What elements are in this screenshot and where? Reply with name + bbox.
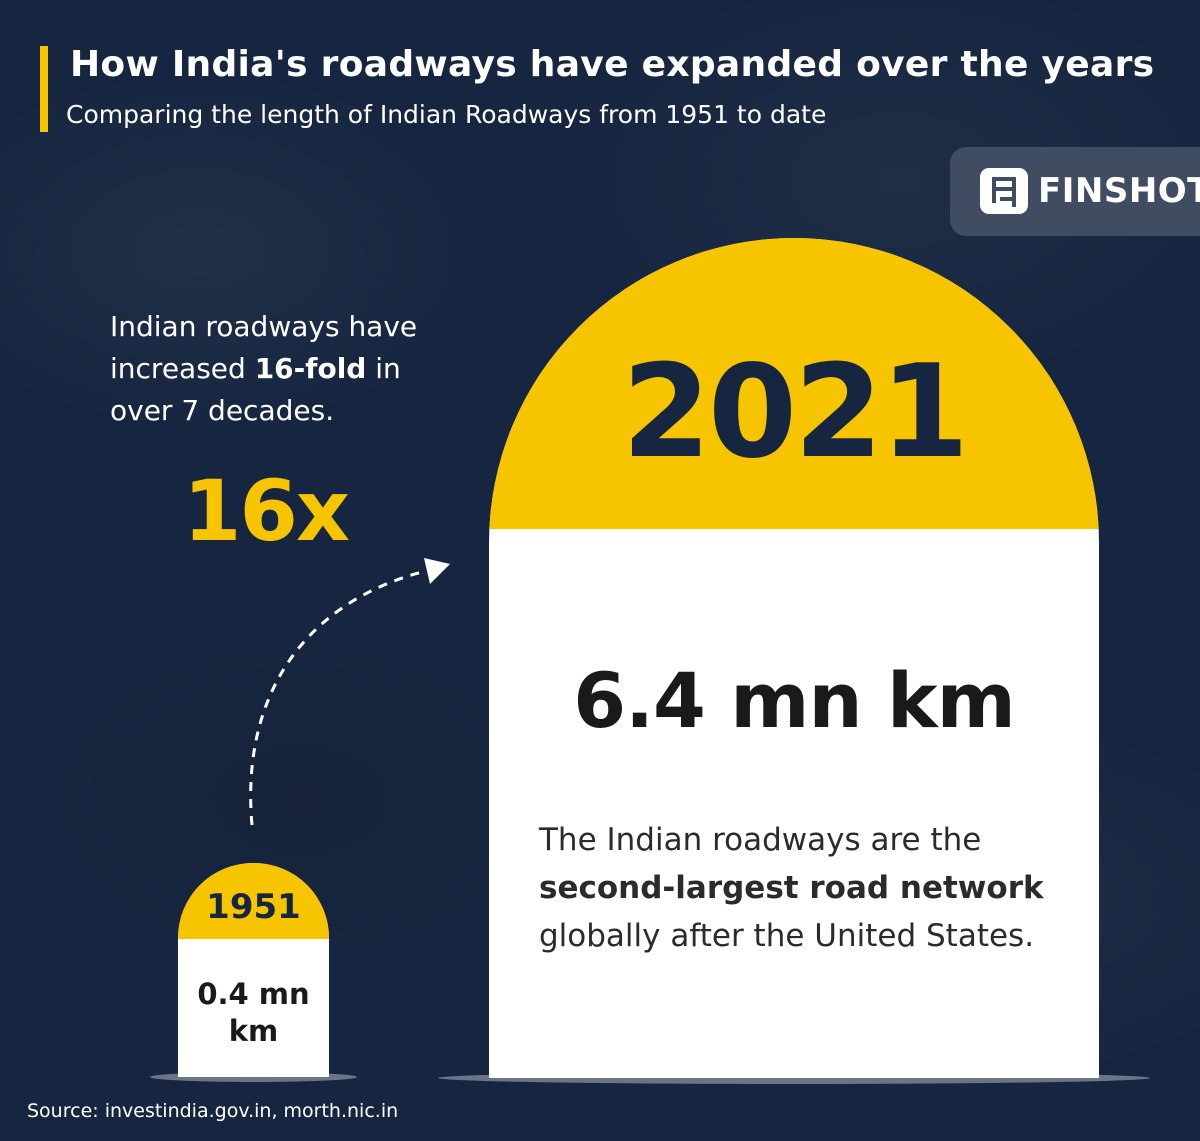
page-subtitle: Comparing the length of Indian Roadways … [66,100,827,129]
milestone-1951: 1951 [178,863,329,1077]
milestone-2021-cap [489,238,1099,529]
growth-multiplier: 16x [183,462,350,560]
growth-note: Indian roadways have increased 16-fold i… [110,306,417,432]
brand-name: FINSHOTS [1038,171,1200,211]
brand-badge: FINSHOTS [950,147,1200,236]
note-line-3: over 7 decades. [110,394,335,427]
milestone-2021-fact: The Indian roadways are the second-large… [539,816,1099,960]
milestone-2021-year: 2021 [621,338,969,487]
finshots-logo-icon [980,168,1028,214]
fact-highlight: second-largest road network [539,870,1044,906]
note-line-2-post: in [366,352,401,385]
milestone-1951-value-line-2: km [228,1014,279,1048]
milestone-1951-year: 1951 [206,887,301,927]
fact-line-3: globally after the United States. [539,918,1035,954]
fact-line-2: second-largest road network [539,864,1099,912]
ground-shadow-small [150,1072,357,1082]
milestone-1951-value: 0.4 mn km [0,976,507,1050]
milestone-1951-cap [178,863,329,939]
note-highlight: 16-fold [254,352,367,385]
dashed-arrow-icon [249,558,450,826]
source-credit: Source: investindia.gov.in, morth.nic.in [27,1100,399,1122]
note-line-2: increased 16-fold in [110,348,417,390]
page-title: How India's roadways have expanded over … [70,44,1155,85]
note-line-2-pre: increased [110,352,255,385]
milestone-1951-value-line-1: 0.4 mn [197,977,310,1011]
fact-line-1: The Indian roadways are the [539,822,982,858]
milestone-2021: 2021 6.4 mn km The Indian roadways are t… [489,238,1099,1078]
title-accent-bar [40,46,48,132]
milestone-2021-value: 6.4 mn km [573,656,1016,745]
note-line-1: Indian roadways have [110,310,418,343]
